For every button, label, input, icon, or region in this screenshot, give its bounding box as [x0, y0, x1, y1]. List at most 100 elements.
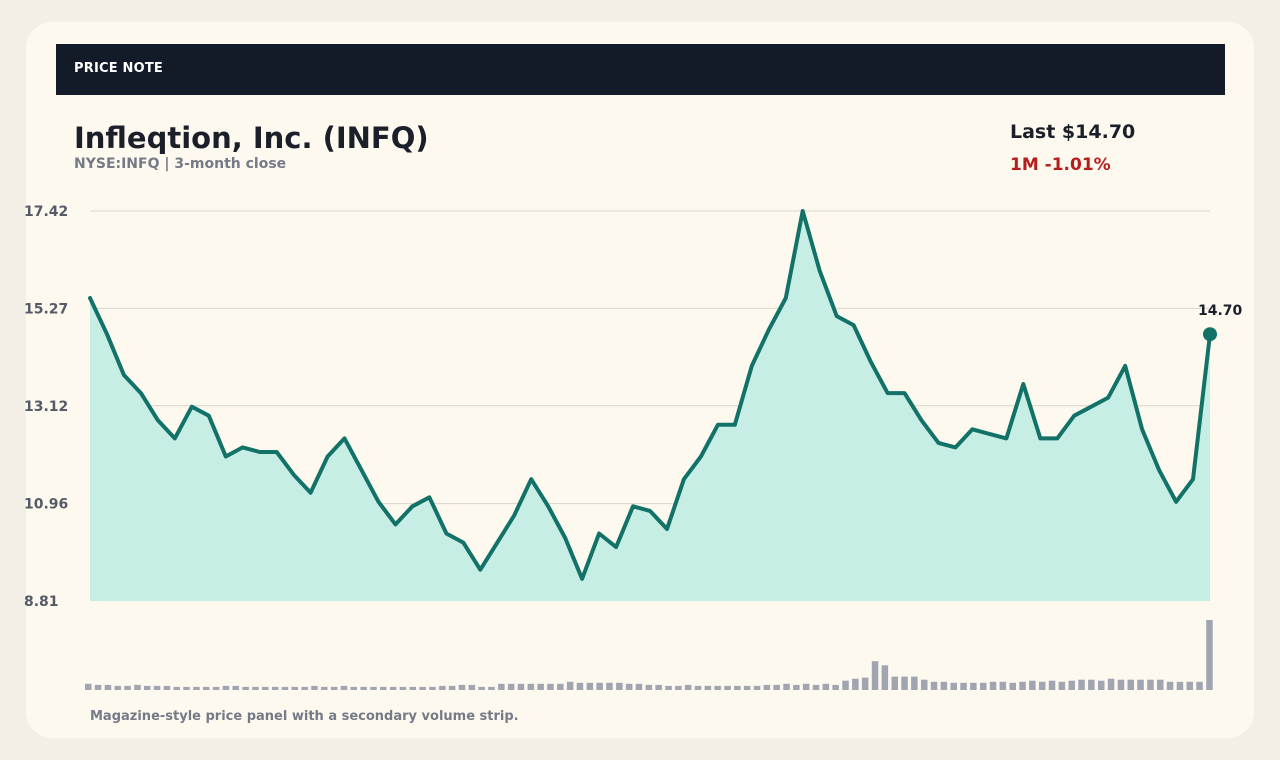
volume-bar: [114, 685, 121, 690]
volume-bar: [950, 682, 957, 690]
volume-bar: [537, 683, 544, 690]
volume-bar: [802, 683, 810, 690]
volume-bar: [1058, 681, 1066, 690]
volume-bar: [458, 684, 466, 690]
volume-bar: [1147, 679, 1154, 690]
volume-bar: [1098, 680, 1105, 690]
volume-bar: [448, 685, 456, 690]
volume-bar: [852, 678, 859, 690]
y-tick-label: 15.27: [24, 301, 68, 317]
volume-bar: [222, 685, 230, 690]
volume-bar: [360, 686, 367, 690]
volume-bar: [507, 683, 515, 690]
volume-bar: [301, 686, 308, 690]
volume-bar: [1039, 681, 1046, 690]
volume-bar: [989, 681, 997, 690]
volume-bar: [173, 686, 180, 690]
volume-bar: [124, 685, 131, 690]
volume-bar: [330, 686, 338, 690]
volume-bar: [1068, 680, 1075, 690]
volume-bar: [881, 665, 889, 690]
volume-bar: [871, 661, 879, 690]
volume-bar: [1088, 679, 1095, 690]
volume-bar: [488, 686, 495, 690]
y-tick-label: 8.81: [24, 594, 59, 610]
volume-bar: [645, 684, 653, 690]
volume-bar: [586, 682, 594, 690]
volume-bar: [930, 681, 938, 690]
volume-bar: [262, 686, 269, 690]
volume-bar: [389, 686, 397, 690]
volume-bar: [911, 676, 918, 690]
volume-bar: [380, 686, 387, 690]
volume-bar: [1127, 679, 1134, 690]
volume-bar: [340, 685, 348, 690]
chart-title: Infleqtion, Inc. (INFQ): [74, 121, 429, 155]
volume-bar: [970, 682, 977, 690]
volume-bar: [252, 686, 259, 690]
chart-card: [26, 22, 1254, 738]
volume-bar: [704, 685, 712, 690]
volume-bar: [85, 683, 92, 690]
volume-bar: [1157, 679, 1164, 690]
y-tick-label: 10.96: [24, 497, 68, 513]
y-axis-ticks: 17.42 15.27 13.12 10.96 8.81: [24, 204, 68, 610]
volume-bar: [94, 684, 102, 690]
volume-bar: [1107, 678, 1115, 690]
volume-bar: [527, 683, 535, 690]
volume-bar: [635, 683, 643, 690]
volume-bar: [960, 682, 967, 690]
volume-bar: [940, 681, 948, 690]
volume-bar: [1029, 680, 1036, 690]
chart-subtitle: NYSE:INFQ | 3-month close: [74, 156, 287, 172]
volume-bar: [399, 686, 407, 690]
volume-bar: [724, 685, 731, 690]
volume-bar: [468, 684, 476, 690]
volume-bar: [1186, 681, 1193, 690]
volume-strip: [85, 620, 1213, 690]
volume-bar: [1196, 681, 1203, 690]
volume-bar: [1166, 681, 1174, 690]
volume-bar: [291, 686, 298, 690]
volume-bar: [901, 676, 908, 690]
volume-bar: [242, 686, 249, 690]
y-tick-label: 17.42: [24, 204, 68, 220]
volume-bar: [153, 685, 161, 690]
volume-bar: [576, 682, 584, 690]
volume-bar: [812, 684, 820, 690]
volume-bar: [203, 686, 210, 690]
y-tick-label: 13.12: [24, 399, 68, 415]
volume-bar: [498, 683, 505, 690]
volume-bar: [861, 677, 869, 690]
banner: PRICE NOTE: [56, 44, 1225, 95]
volume-bar: [566, 681, 574, 690]
volume-bar: [232, 685, 239, 690]
volume-bar: [134, 684, 141, 690]
volume-bar: [517, 683, 525, 690]
volume-bar: [163, 685, 171, 690]
volume-bar: [1019, 681, 1026, 690]
volume-bar: [478, 686, 485, 690]
end-marker-layer: 14.70: [1198, 303, 1243, 342]
price-line: [88, 209, 1212, 581]
volume-bar: [311, 685, 318, 690]
volume-bar: [1176, 681, 1184, 690]
volume-bar: [409, 686, 416, 690]
volume-bar: [665, 685, 672, 690]
chart-caption: Magazine-style price panel with a second…: [90, 709, 519, 724]
volume-bar: [104, 684, 112, 690]
volume-bar: [1009, 682, 1016, 690]
volume-bar: [596, 682, 603, 690]
price-line-layer: [88, 209, 1212, 581]
volume-bar: [793, 684, 800, 690]
volume-bar: [773, 684, 780, 690]
volume-bar: [743, 685, 751, 690]
volume-bar: [999, 681, 1007, 690]
volume-bar: [763, 684, 771, 690]
price-change: 1M -1.01%: [1010, 155, 1111, 175]
volume-bar: [616, 682, 623, 690]
volume-bar: [714, 685, 721, 690]
last-price: Last $14.70: [1010, 121, 1136, 143]
volume-bar: [419, 686, 426, 690]
volume-bar: [891, 676, 898, 690]
